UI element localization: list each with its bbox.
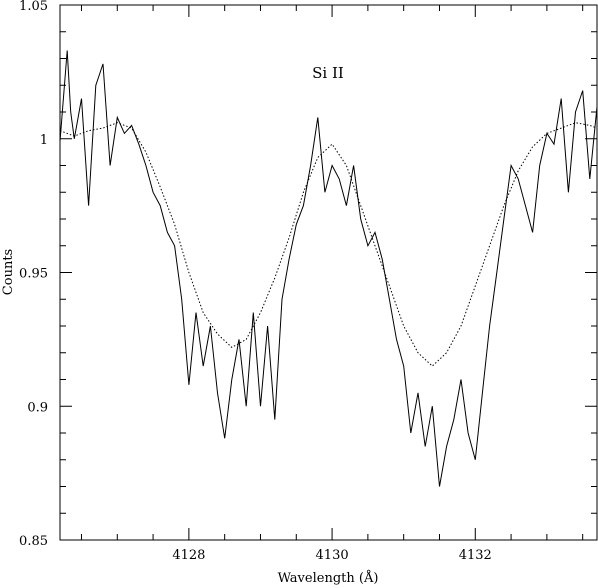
- plot-frame: [59, 4, 598, 541]
- y-tick-label: 0.9: [27, 400, 48, 415]
- series-line-solid: [59, 50, 598, 487]
- series-group: [59, 50, 598, 487]
- y-tick-label: 0.85: [19, 534, 48, 549]
- y-tick-label: 0.95: [19, 267, 48, 282]
- axis-ticks: [60, 4, 597, 541]
- series-line-dotted: [59, 122, 598, 367]
- y-axis-label: Counts: [1, 249, 16, 295]
- x-tick-label: 4128: [172, 548, 205, 563]
- y-tick-label: 1: [40, 133, 48, 148]
- annotation-si-ii: Si II: [312, 64, 344, 82]
- tick-labels: 4128 4130 4132 0.85 0.9 0.95 1 1.05: [19, 0, 492, 563]
- x-tick-label: 4132: [459, 548, 492, 563]
- y-tick-label: 1.05: [19, 0, 48, 14]
- x-axis-label: Wavelength (Å): [278, 570, 379, 586]
- x-tick-label: 4130: [316, 548, 349, 563]
